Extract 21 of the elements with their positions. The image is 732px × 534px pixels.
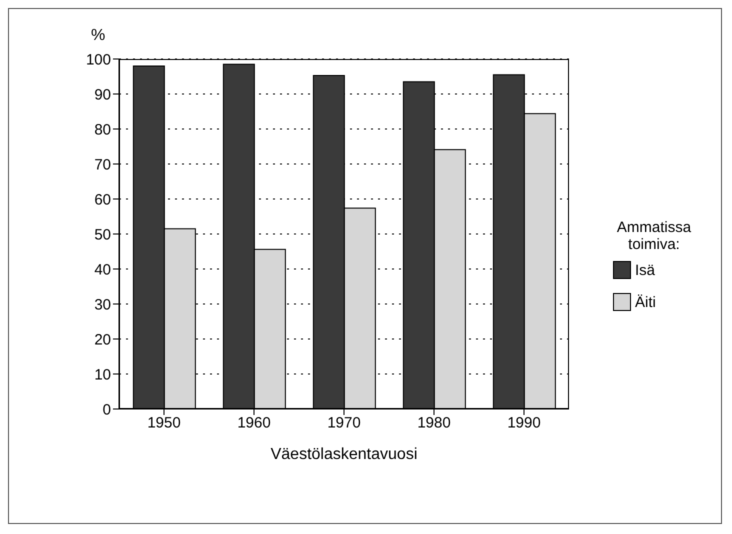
legend-label: Isä — [635, 262, 656, 278]
y-tick-label: 90 — [94, 86, 111, 104]
x-tick-label: 1950 — [147, 414, 181, 432]
y-tick-label: 100 — [86, 51, 111, 68]
legend-label: Äiti — [635, 294, 656, 310]
y-axis-title: % — [91, 27, 106, 45]
y-tick-label: 40 — [94, 261, 111, 278]
y-tick-label: 30 — [94, 296, 111, 314]
y-tick-label: 10 — [94, 366, 111, 384]
y-tick-label: 50 — [94, 226, 111, 244]
x-tick-label: 1970 — [327, 414, 361, 432]
y-tick-label: 80 — [94, 121, 111, 138]
y-tick-label: 20 — [94, 331, 111, 348]
x-tick-label: 1990 — [507, 414, 541, 432]
y-tick-label: 70 — [94, 156, 111, 174]
legend-title: Ammatissa toimiva: — [616, 219, 692, 253]
x-tick-label: 1980 — [417, 414, 451, 432]
x-axis-title: Väestölaskentavuosi — [270, 446, 418, 463]
y-tick-label: 60 — [94, 191, 111, 208]
y-tick-label: 0 — [102, 401, 111, 418]
x-tick-label: 1960 — [237, 414, 271, 432]
